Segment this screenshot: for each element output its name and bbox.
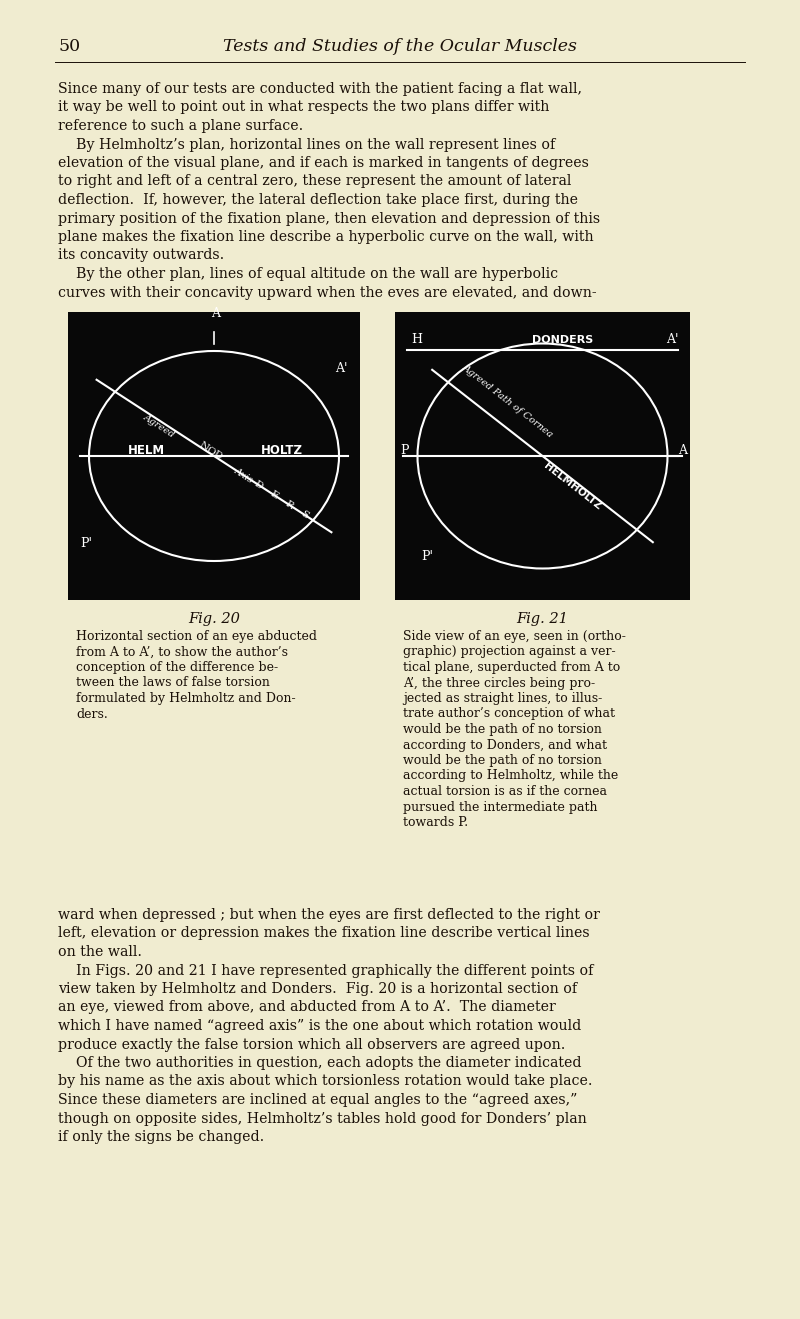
Text: A: A (678, 443, 687, 456)
Text: tical plane, superducted from A to: tical plane, superducted from A to (403, 661, 620, 674)
Text: tween the laws of false torsion: tween the laws of false torsion (76, 677, 270, 690)
Text: Since many of our tests are conducted with the patient facing a flat wall,: Since many of our tests are conducted wi… (58, 82, 582, 96)
Text: By the other plan, lines of equal altitude on the wall are hyperbolic: By the other plan, lines of equal altitu… (58, 266, 558, 281)
Text: to right and left of a central zero, these represent the amount of lateral: to right and left of a central zero, the… (58, 174, 571, 189)
Text: Agreed: Agreed (142, 413, 176, 439)
Text: elevation of the visual plane, and if each is marked in tangents of degrees: elevation of the visual plane, and if ea… (58, 156, 589, 170)
Text: D: D (253, 479, 265, 491)
Text: jected as straight lines, to illus-: jected as straight lines, to illus- (403, 692, 602, 704)
Text: from A to A’, to show the author’s: from A to A’, to show the author’s (76, 645, 288, 658)
Text: Axis: Axis (233, 467, 255, 485)
Text: on the wall.: on the wall. (58, 944, 142, 959)
Text: In Figs. 20 and 21 I have represented graphically the different points of: In Figs. 20 and 21 I have represented gr… (58, 963, 594, 977)
Text: reference to such a plane surface.: reference to such a plane surface. (58, 119, 303, 133)
Text: an eye, viewed from above, and abducted from A to A’.  The diameter: an eye, viewed from above, and abducted … (58, 1001, 556, 1014)
Text: Of the two authorities in question, each adopts the diameter indicated: Of the two authorities in question, each… (58, 1057, 582, 1070)
Text: ward when depressed ; but when the eyes are first deflected to the right or: ward when depressed ; but when the eyes … (58, 907, 600, 922)
Text: deflection.  If, however, the lateral deflection take place first, during the: deflection. If, however, the lateral def… (58, 193, 578, 207)
Text: A: A (211, 307, 221, 321)
Text: curves with their concavity upward when the eves are elevated, and down-: curves with their concavity upward when … (58, 285, 597, 299)
Text: Agreed Path of Cornea: Agreed Path of Cornea (461, 363, 554, 439)
Text: P: P (401, 443, 409, 456)
Text: Side view of an eye, seen in (ortho-: Side view of an eye, seen in (ortho- (403, 630, 626, 642)
Text: it way be well to point out in what respects the two plans differ with: it way be well to point out in what resp… (58, 100, 550, 115)
Text: By Helmholtz’s plan, horizontal lines on the wall represent lines of: By Helmholtz’s plan, horizontal lines on… (58, 137, 555, 152)
Text: left, elevation or depression makes the fixation line describe vertical lines: left, elevation or depression makes the … (58, 926, 590, 940)
Text: plane makes the fixation line describe a hyperbolic curve on the wall, with: plane makes the fixation line describe a… (58, 230, 594, 244)
Text: P': P' (81, 537, 93, 550)
Text: would be the path of no torsion: would be the path of no torsion (403, 723, 602, 736)
Text: by his name as the axis about which torsionless rotation would take place.: by his name as the axis about which tors… (58, 1075, 593, 1088)
Text: E: E (268, 489, 279, 501)
Text: Fig. 21: Fig. 21 (517, 612, 569, 627)
Text: conception of the difference be-: conception of the difference be- (76, 661, 278, 674)
Text: O: O (205, 445, 217, 458)
Text: Horizontal section of an eye abducted: Horizontal section of an eye abducted (76, 630, 317, 642)
Text: Since these diameters are inclined at equal angles to the “agreed axes,”: Since these diameters are inclined at eq… (58, 1093, 578, 1107)
Text: H: H (411, 332, 422, 346)
Text: HELM: HELM (127, 443, 165, 456)
Text: HELMHOLTZ: HELMHOLTZ (542, 460, 603, 512)
Text: Tests and Studies of the Ocular Muscles: Tests and Studies of the Ocular Muscles (223, 38, 577, 55)
Text: actual torsion is as if the cornea: actual torsion is as if the cornea (403, 785, 607, 798)
Text: A’, the three circles being pro-: A’, the three circles being pro- (403, 677, 595, 690)
Text: graphic) projection against a ver-: graphic) projection against a ver- (403, 645, 616, 658)
Text: formulated by Helmholtz and Don-: formulated by Helmholtz and Don- (76, 692, 296, 704)
Text: D: D (212, 450, 223, 462)
Text: according to Donders, and what: according to Donders, and what (403, 739, 607, 752)
Text: DONDERS: DONDERS (532, 335, 593, 346)
Text: its concavity outwards.: its concavity outwards. (58, 248, 224, 262)
Text: 50: 50 (58, 38, 80, 55)
Text: S: S (299, 509, 310, 521)
Text: if only the signs be changed.: if only the signs be changed. (58, 1130, 264, 1144)
Text: though on opposite sides, Helmholtz’s tables hold good for Donders’ plan: though on opposite sides, Helmholtz’s ta… (58, 1112, 586, 1125)
Text: trate author’s conception of what: trate author’s conception of what (403, 707, 615, 720)
Text: primary position of the fixation plane, then elevation and depression of this: primary position of the fixation plane, … (58, 211, 600, 226)
Text: view taken by Helmholtz and Donders.  Fig. 20 is a horizontal section of: view taken by Helmholtz and Donders. Fig… (58, 983, 577, 996)
Text: towards P.: towards P. (403, 816, 468, 830)
Bar (68, 313, 360, 600)
Text: HOLTZ: HOLTZ (261, 443, 303, 456)
Text: ders.: ders. (76, 707, 108, 720)
Text: N: N (197, 441, 210, 452)
Text: according to Helmholtz, while the: according to Helmholtz, while the (403, 769, 618, 782)
Text: which I have named “agreed axis” is the one about which rotation would: which I have named “agreed axis” is the … (58, 1020, 582, 1033)
Text: would be the path of no torsion: would be the path of no torsion (403, 754, 602, 768)
Text: R: R (283, 499, 295, 510)
Text: P': P' (421, 550, 433, 563)
Text: pursued the intermediate path: pursued the intermediate path (403, 801, 598, 814)
Text: produce exactly the false torsion which all observers are agreed upon.: produce exactly the false torsion which … (58, 1038, 566, 1051)
Bar (395, 313, 690, 600)
Text: A': A' (666, 332, 678, 346)
Text: A': A' (335, 361, 348, 375)
Text: Fig. 20: Fig. 20 (188, 612, 240, 627)
